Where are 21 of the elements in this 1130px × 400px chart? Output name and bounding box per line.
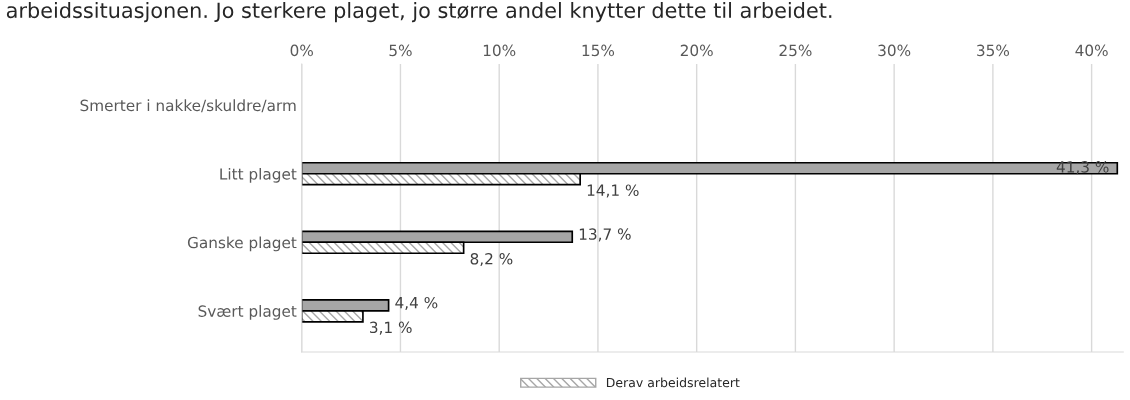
x-tick-label: 20% bbox=[680, 44, 713, 57]
x-tick-label: 10% bbox=[483, 44, 516, 57]
y-tick-label: Litt plaget bbox=[220, 167, 297, 183]
data-label: 41,3 % bbox=[1056, 161, 1109, 175]
x-tick-label: 15% bbox=[582, 44, 615, 57]
data-label: 14,1 % bbox=[587, 184, 639, 198]
chart-title: arbeidssituasjonen. Jo sterkere plaget, jo større andel knytter dette til arbeidet. bbox=[6, 2, 832, 23]
y-tick-label: Ganske plaget bbox=[187, 236, 297, 252]
x-tick-label: 40% bbox=[1075, 44, 1108, 57]
x-tick-label: 0% bbox=[290, 44, 313, 57]
x-tick-label: 30% bbox=[878, 44, 911, 57]
y-tick-label: Smerter i nakke/skuldre/arm bbox=[80, 99, 296, 113]
y-tick-label: Svært plaget bbox=[198, 305, 297, 320]
x-tick-label: 35% bbox=[977, 44, 1010, 57]
data-label: 4,4 % bbox=[395, 296, 438, 310]
data-label: 8,2 % bbox=[470, 252, 513, 267]
text: Derav arbeidsrelatert bbox=[606, 377, 740, 388]
x-tick-label: 25% bbox=[779, 44, 812, 57]
x-tick-label: 5% bbox=[389, 44, 412, 57]
data-label: 3,1 % bbox=[370, 321, 412, 335]
data-label: 13,7 % bbox=[579, 228, 631, 242]
